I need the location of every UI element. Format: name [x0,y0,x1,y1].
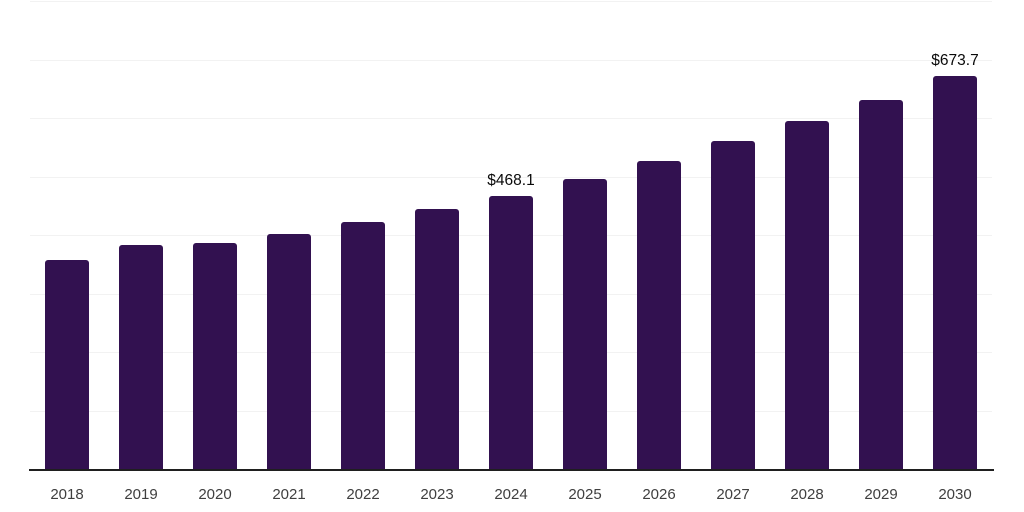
x-axis-label-2029: 2029 [864,486,898,503]
bar-slot-2020 [178,2,252,470]
x-axis-label-2019: 2019 [124,486,158,503]
gridline-500 [30,176,992,178]
bar-2024 [489,196,533,470]
x-axis-label-2021: 2021 [272,486,306,503]
x-axis-label-2026: 2026 [642,486,676,503]
x-axis-label-2018: 2018 [50,486,84,503]
x-axis-line [29,469,994,471]
bar-2027 [711,141,755,470]
gridline-600 [30,118,992,119]
x-axis-label-2022: 2022 [346,486,380,503]
bar-2018 [45,260,89,470]
bar-slot-2028 [770,2,844,470]
bar-slot-2030: $673.7 [918,2,992,470]
data-label-2024: $468.1 [487,172,535,190]
bar-slot-2027 [696,2,770,470]
bars-row: $468.1 $673.7 [30,2,992,470]
bar-slot-2021 [252,2,326,470]
x-axis-label-2030: 2030 [938,486,972,503]
x-axis-label-2024: 2024 [494,486,528,503]
data-label-2030: $673.7 [931,51,979,69]
bar-2022 [341,221,385,470]
x-axis-labels: 2018 2019 2020 2021 2022 2023 2024 2025 2026 2027… [30,471,992,503]
x-axis-label-2023: 2023 [420,486,454,503]
bar-slot-2025 [548,2,622,470]
bar-2029 [859,100,903,470]
x-axis-label-2025: 2025 [568,486,602,503]
bar-2020 [193,243,237,470]
bar-slot-2018 [30,2,104,470]
bar-2026 [637,160,681,470]
bar-slot-2019 [104,2,178,470]
bar-slot-2023 [400,2,474,470]
bar-2030 [933,75,977,470]
plot-area: $468.1 $673.7 [30,1,992,470]
bar-2021 [267,234,311,470]
x-axis-label-2028: 2028 [790,486,824,503]
bar-2028 [785,121,829,470]
gridline-800 [30,1,992,2]
bar-slot-2024: $468.1 [474,2,548,470]
bar-2019 [119,244,163,470]
x-axis-label-2027: 2027 [716,486,750,503]
bar-slot-2022 [326,2,400,470]
bar-2023 [415,209,459,470]
bar-slot-2026 [622,2,696,470]
bar-slot-2029 [844,2,918,470]
bar-2025 [563,179,607,470]
x-axis-label-2020: 2020 [198,486,232,503]
gridline-700 [30,59,992,61]
